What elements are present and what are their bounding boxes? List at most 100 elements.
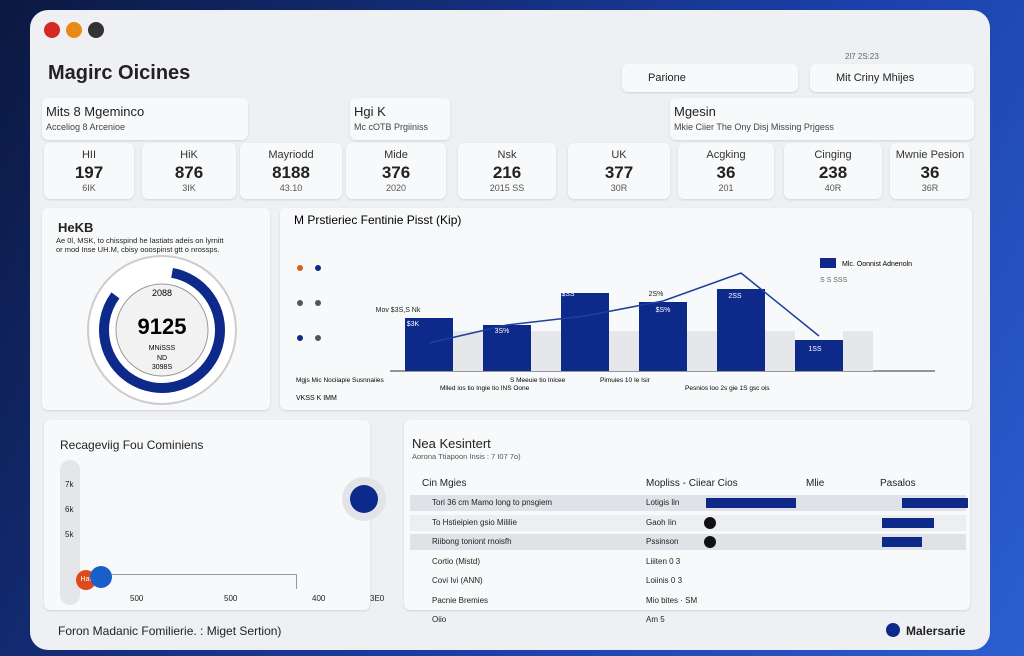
x-tick: 500 — [130, 594, 144, 603]
kpi-value: 8188 — [272, 163, 310, 182]
kpi-card: Mwnie Pesion 36 36R — [890, 143, 970, 199]
bar-label: Mov $3S,S Nk — [376, 307, 421, 314]
y-tick: 7k — [65, 480, 74, 489]
kpi-sub: 3IK — [182, 183, 196, 193]
bar — [795, 340, 843, 371]
maximize-button[interactable] — [88, 22, 104, 38]
table-row-bg[interactable] — [410, 534, 966, 550]
table-cell: Loiinis 0 3 — [646, 576, 683, 585]
table-cell: Mio bites · SM — [646, 595, 698, 605]
header-title: Mgesin — [674, 104, 716, 119]
profile-text: Mit Criny Mhijes — [836, 72, 915, 84]
x-label: Mlled ios tio Ingie tio INS Oone — [440, 385, 530, 392]
table-header: Cin Mgies — [422, 478, 467, 489]
legend-swatch — [820, 258, 836, 268]
kpi-label: Cinging — [814, 149, 852, 161]
table-cell: Pacnie Bremies — [432, 595, 489, 605]
kpi-sub: 40R — [824, 183, 842, 193]
kpi-value: 197 — [74, 163, 104, 182]
table-cell: Oiio — [432, 615, 447, 624]
table-panel: Nea Kesintert Aorona Ttiapoon Insis : 7 … — [404, 420, 970, 624]
progress-bar — [882, 537, 922, 547]
y-tick: 6k — [65, 505, 74, 514]
table-header: Mopliss - Ciiear Cios — [646, 478, 738, 489]
table-row-bg[interactable] — [410, 514, 966, 531]
kpi-value: 36 — [716, 163, 736, 182]
status-dot — [704, 516, 716, 529]
footer-right: Malersarie — [906, 624, 966, 638]
gauge-unit: MNiSSS — [149, 345, 176, 352]
x-label: Pimuies 10 Ie Isir — [600, 377, 651, 384]
kpi-label: Nsk — [497, 149, 517, 161]
trend-line — [428, 272, 820, 344]
kpi-value: 36 — [920, 163, 940, 182]
kpi-card: HII 197 6IK — [44, 143, 134, 199]
bar — [483, 325, 531, 371]
bar-label: 1SS — [808, 346, 822, 353]
header-title: Mits 8 Mgeminco — [46, 104, 145, 119]
kpi-card: Mide 376 2020 — [346, 143, 446, 199]
header-sub: Mkie Ciier The Ony Disj Missing Prjgess — [674, 122, 834, 132]
table-cell: Tori 36 cm Mamo long to pnsgiem — [432, 498, 553, 507]
kpi-label: HiK — [180, 149, 198, 161]
status-dot — [350, 485, 378, 513]
table-header: Pasalos — [880, 478, 916, 489]
legend-dot — [315, 335, 321, 341]
progress-bar — [882, 517, 934, 528]
recent-title: Recageviig Fou Cominiens — [60, 438, 204, 452]
kpi-sub: 30R — [610, 183, 628, 193]
bar-shadow — [843, 331, 873, 371]
kpi-sub: 6IK — [82, 183, 96, 193]
bar-label: $S% — [656, 307, 671, 314]
table-cell: Am 5 — [646, 615, 665, 624]
gauge-title: HeKB — [58, 220, 94, 235]
scroll-track — [60, 460, 80, 605]
footer-icon — [886, 623, 900, 637]
table-header: Mlie — [806, 478, 825, 489]
status-dot — [704, 536, 716, 548]
table-title: Nea Kesintert — [412, 436, 491, 451]
search-box[interactable]: Parione — [622, 64, 798, 92]
kpi-label: HII — [81, 149, 97, 161]
gauge-desc: or mod Inse UH.M, cbisy ooospinst gtt o … — [56, 245, 220, 254]
x-label: Mgjs Mic Nociiapie Susnnaiies — [296, 377, 385, 384]
table-cell: Cortio (Mistd) — [432, 556, 481, 566]
gauge-panel: HeKB Ae 0l, MSK, to chisspind he lastiat… — [42, 208, 270, 410]
baseline — [90, 574, 297, 589]
bar — [405, 318, 453, 371]
kpi-card: HiK 876 3IK — [142, 143, 236, 199]
kpi-sub: 36R — [921, 183, 939, 193]
kpi-sub: 2015 SS — [489, 183, 525, 193]
gauge-desc: Ae 0l, MSK, to chisspind he lastiats ade… — [56, 236, 224, 245]
chart-footer: VKSS K IMM — [296, 395, 337, 402]
bar — [639, 302, 687, 371]
table-cell: Lotigis lin — [646, 498, 680, 507]
table-cell: Gaoh Iin — [646, 517, 677, 527]
profile-box[interactable]: Mit Criny Mhijes — [810, 64, 974, 92]
table-cell: Liiiten 0 3 — [646, 556, 681, 566]
gauge-top: 2088 — [152, 288, 172, 298]
bar-shadow — [687, 331, 717, 371]
kpi-value: 238 — [818, 163, 848, 182]
minimize-button[interactable] — [66, 22, 82, 38]
kpi-card: Cinging 238 40R — [784, 143, 882, 199]
kpi-sub: 43.10 — [279, 183, 303, 193]
bar-label: 2SS — [728, 293, 742, 300]
gauge-bottom: 3098S — [152, 364, 173, 371]
legend-label: Mlc. Oonnist Adnenoln — [842, 261, 912, 268]
legend-dot — [297, 335, 303, 341]
bar — [561, 293, 609, 371]
bar-shadow — [609, 331, 639, 371]
kpi-card: Acgking 36 201 — [678, 143, 774, 199]
header-sub: Mc cOTB Prgiiniss — [354, 122, 429, 132]
kpi-sub: 201 — [718, 183, 734, 193]
bar-shadow — [531, 331, 561, 371]
bar — [717, 289, 765, 371]
kpi-card: UK 377 30R — [568, 143, 670, 199]
badge-dot — [90, 566, 112, 588]
table-row-bg[interactable] — [410, 495, 966, 511]
kpi-sub: 2020 — [385, 183, 407, 193]
kpi-label: Mayriodd — [268, 149, 314, 161]
close-button[interactable] — [44, 22, 60, 38]
